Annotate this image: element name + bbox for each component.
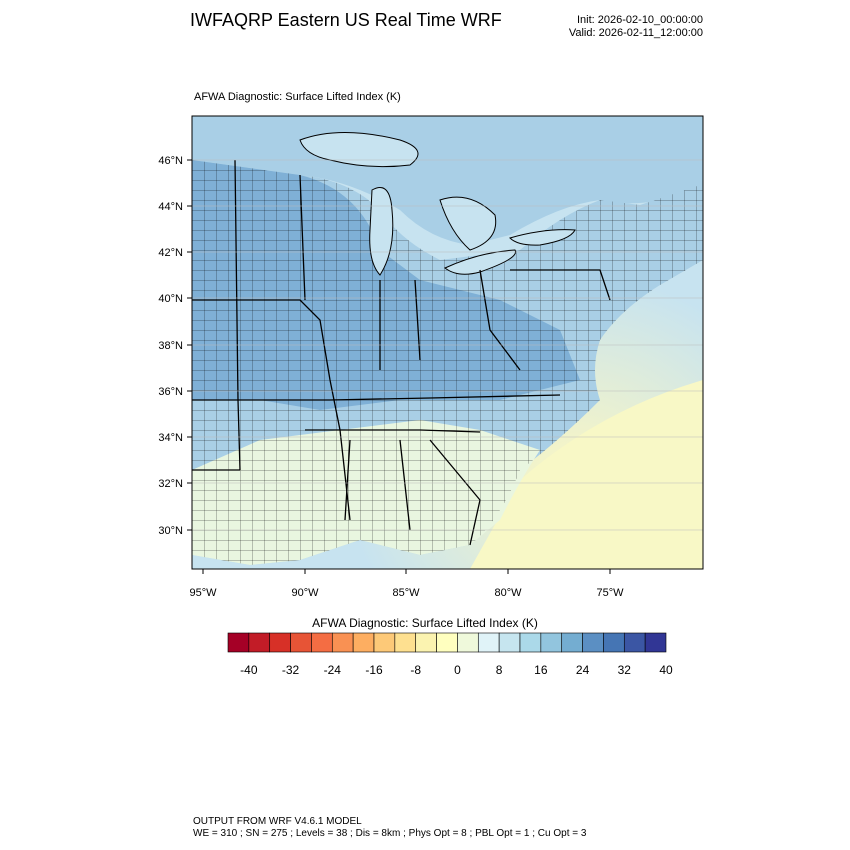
latitude-axis: 46°N 44°N 42°N 40°N 38°N 36°N 34°N 32°N 30°N <box>158 155 192 537</box>
colorbar-tick-label: 0 <box>454 663 461 677</box>
lat-tick-label: 34°N <box>158 432 183 444</box>
colorbar-swatch <box>457 632 479 653</box>
lat-tick-label: 36°N <box>158 386 183 398</box>
colorbar-swatch <box>352 632 375 653</box>
colorbar-tick-label: -24 <box>324 663 342 677</box>
footer-line-1: OUTPUT FROM WRF V4.6.1 MODEL <box>193 816 362 827</box>
colorbar-swatch <box>373 632 396 653</box>
lon-tick-label: 75°W <box>596 587 624 599</box>
colorbar-swatch <box>561 632 583 653</box>
colorbar-swatch <box>227 632 250 653</box>
colorbar-tick-label: 32 <box>618 663 632 677</box>
colorbar-title: AFWA Diagnostic: Surface Lifted Index (K… <box>312 616 538 630</box>
lake-superior <box>299 132 419 168</box>
colorbar-swatch <box>394 632 417 653</box>
lon-tick-label: 80°W <box>494 587 522 599</box>
init-time: Init: 2026-02-10_00:00:00 <box>577 14 703 26</box>
colorbar-swatch <box>582 632 604 653</box>
colorbar-swatch <box>248 632 271 653</box>
county-boundaries <box>192 160 703 565</box>
map-frame <box>192 116 703 569</box>
lon-tick-label: 85°W <box>392 587 420 599</box>
colorbar-swatch <box>498 632 521 653</box>
colorbar-swatch <box>644 632 667 653</box>
warm-ocean-region <box>470 380 703 569</box>
colorbar-swatch <box>477 632 500 653</box>
great-lakes <box>299 132 576 276</box>
graticule <box>192 159 703 531</box>
lake-michigan <box>369 187 394 276</box>
lat-tick-label: 46°N <box>158 155 183 167</box>
lon-tick-label: 95°W <box>189 587 217 599</box>
lake-ontario <box>509 229 576 246</box>
colorbar-tick-label: 40 <box>659 663 673 677</box>
lat-tick-label: 44°N <box>158 201 183 213</box>
colorbar-swatch <box>331 632 354 653</box>
page-title: IWFAQRP Eastern US Real Time WRF <box>190 10 502 30</box>
colorbar-swatch <box>290 632 312 653</box>
lat-tick-label: 40°N <box>158 293 183 305</box>
lat-tick-label: 30°N <box>158 525 183 537</box>
time-stamps: Init: 2026-02-10_00:00:00 Valid: 2026-02… <box>520 14 703 40</box>
model-footer: OUTPUT FROM WRF V4.6.1 MODEL WE = 310 ; … <box>193 816 586 840</box>
colorbar-swatch <box>269 632 291 653</box>
colorbar-tick-label: -16 <box>365 663 383 677</box>
colorbar-swatch <box>436 632 458 653</box>
colorbar: -40 -32 -24 -16 -8 0 8 16 24 32 40 <box>227 632 673 677</box>
colorbar-tick-label: 8 <box>496 663 503 677</box>
map-border <box>191 115 704 570</box>
colorbar-swatch <box>540 632 563 653</box>
lake-huron <box>439 196 497 251</box>
colorbar-tick-label: -8 <box>410 663 421 677</box>
lat-tick-label: 38°N <box>158 340 183 352</box>
lake-erie <box>444 249 517 275</box>
longitude-axis: 95°W 90°W 85°W 80°W 75°W <box>189 569 624 599</box>
colorbar-swatch <box>603 632 625 653</box>
footer-line-2: WE = 310 ; SN = 275 ; Levels = 38 ; Dis … <box>193 828 587 839</box>
lat-tick-label: 42°N <box>158 247 183 259</box>
colorbar-swatch <box>415 632 437 653</box>
colorbar-swatch <box>519 632 542 653</box>
colorbar-swatch <box>311 632 333 653</box>
colorbar-swatch <box>623 632 646 653</box>
colorbar-tick-label: -40 <box>240 663 258 677</box>
colorbar-tick-label: 24 <box>576 663 590 677</box>
valid-time: Valid: 2026-02-11_12:00:00 <box>568 27 703 39</box>
map-field-label: AFWA Diagnostic: Surface Lifted Index (K… <box>194 91 401 103</box>
lon-tick-label: 90°W <box>291 587 319 599</box>
state-borders <box>192 159 611 546</box>
lat-tick-label: 32°N <box>158 478 183 490</box>
colorbar-tick-label: 16 <box>534 663 548 677</box>
colorbar-tick-label: -32 <box>282 663 300 677</box>
